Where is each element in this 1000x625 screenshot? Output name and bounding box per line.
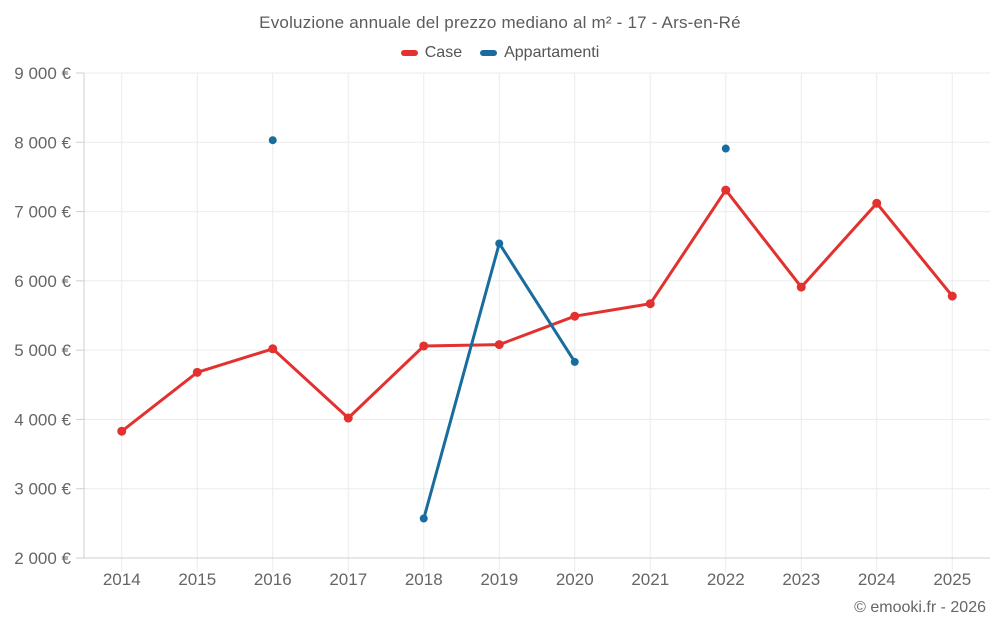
data-point-case-2018 xyxy=(419,341,429,351)
legend-label: Appartamenti xyxy=(504,44,600,61)
data-point-appartamenti-2020 xyxy=(570,357,579,366)
legend-item-case[interactable]: Case xyxy=(400,44,463,62)
data-point-case-2015 xyxy=(192,367,202,377)
x-tick-label: 2019 xyxy=(480,570,518,589)
x-tick-label: 2025 xyxy=(933,570,971,589)
data-point-appartamenti-2018 xyxy=(419,514,428,523)
data-point-case-2019 xyxy=(494,340,504,350)
y-tick-label: 9 000 € xyxy=(14,64,71,83)
data-point-case-2017 xyxy=(343,413,353,423)
y-tick-label: 2 000 € xyxy=(14,549,71,568)
data-point-appartamenti-2016 xyxy=(268,136,277,145)
data-point-appartamenti-2019 xyxy=(495,239,504,248)
data-point-case-2025 xyxy=(947,291,957,301)
y-tick-label: 5 000 € xyxy=(14,341,71,360)
data-point-case-2021 xyxy=(645,299,655,309)
footer-credit: © emooki.fr - 2026 xyxy=(854,599,986,616)
data-point-case-2020 xyxy=(570,311,580,321)
x-tick-label: 2021 xyxy=(631,570,669,589)
data-point-case-2014 xyxy=(117,426,127,436)
legend-item-appartamenti[interactable]: Appartamenti xyxy=(480,44,599,62)
data-point-appartamenti-2022 xyxy=(721,144,730,153)
x-tick-label: 2017 xyxy=(329,570,367,589)
chart-title: Evoluzione annuale del prezzo mediano al… xyxy=(259,13,741,32)
y-tick-label: 4 000 € xyxy=(14,410,71,429)
y-tick-label: 8 000 € xyxy=(14,133,71,152)
legend-swatch-appartamenti xyxy=(480,50,498,56)
x-tick-label: 2024 xyxy=(858,570,896,589)
y-tick-label: 6 000 € xyxy=(14,272,71,291)
legend-label: Case xyxy=(424,44,463,61)
x-tick-label: 2023 xyxy=(782,570,820,589)
x-tick-label: 2022 xyxy=(707,570,745,589)
series-line-case xyxy=(120,188,954,433)
y-tick-label: 7 000 € xyxy=(14,203,71,222)
data-point-case-2022 xyxy=(721,185,731,195)
x-tick-label: 2014 xyxy=(103,570,141,589)
y-tick-label: 3 000 € xyxy=(14,480,71,499)
data-point-case-2016 xyxy=(268,344,278,354)
x-tick-label: 2020 xyxy=(556,570,594,589)
legend: Case Appartamenti xyxy=(0,44,1000,62)
x-tick-label: 2016 xyxy=(254,570,292,589)
x-tick-label: 2015 xyxy=(178,570,216,589)
legend-swatch-case xyxy=(400,50,418,56)
x-tick-label: 2018 xyxy=(405,570,443,589)
data-point-case-2024 xyxy=(872,198,882,208)
data-point-case-2023 xyxy=(796,282,806,292)
